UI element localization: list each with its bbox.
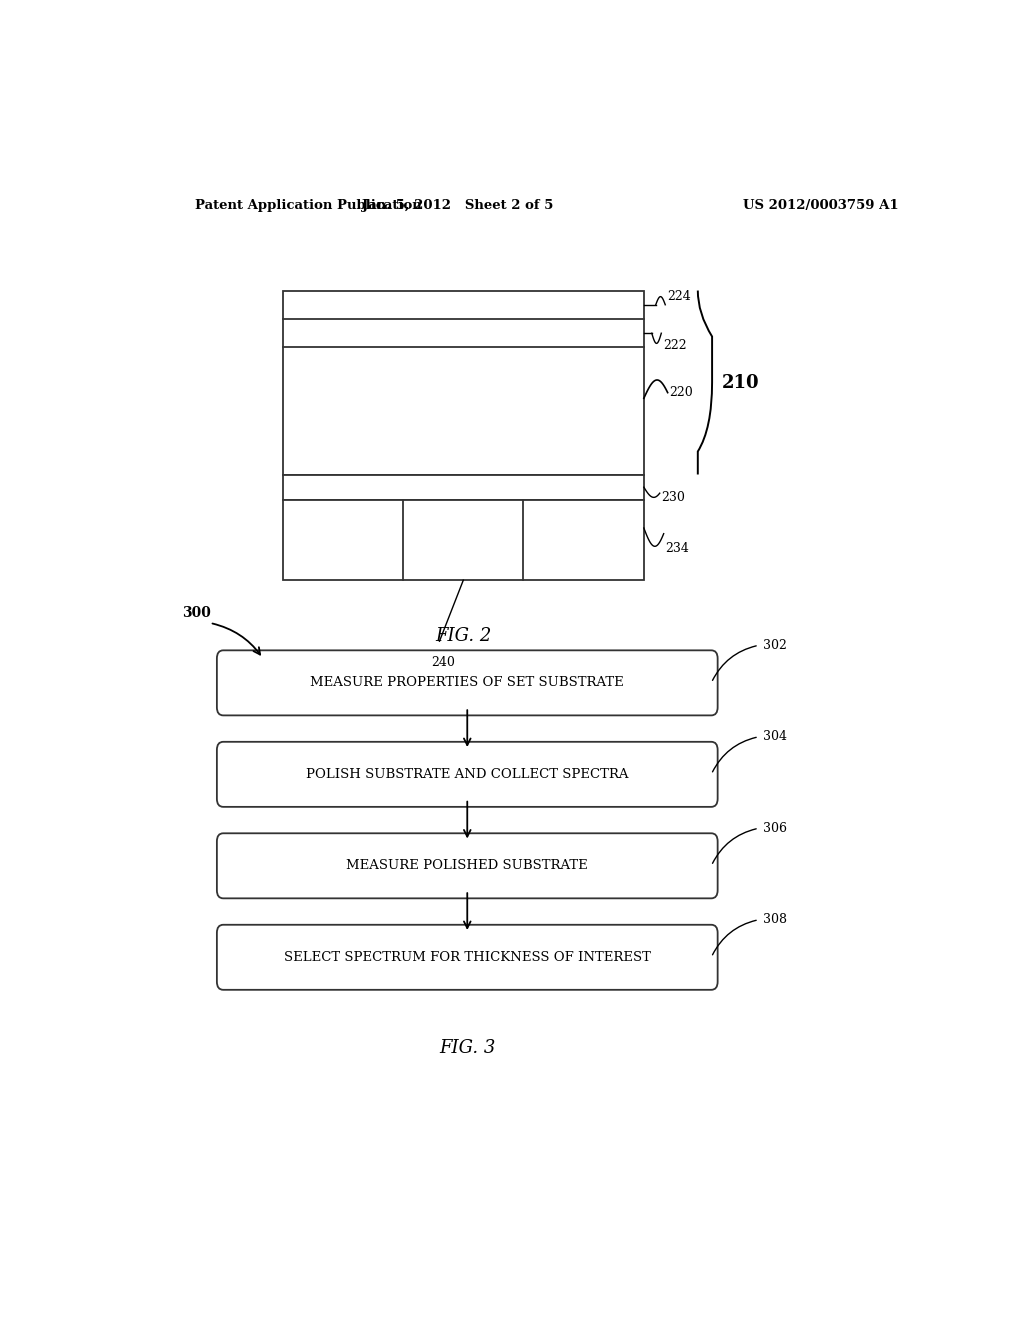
Text: MEASURE PROPERTIES OF SET SUBSTRATE: MEASURE PROPERTIES OF SET SUBSTRATE [310, 676, 625, 689]
Text: 306: 306 [763, 822, 786, 834]
Text: 230: 230 [662, 491, 685, 504]
Text: 308: 308 [763, 913, 786, 927]
Bar [283, 290, 644, 474]
Text: US 2012/0003759 A1: US 2012/0003759 A1 [743, 199, 899, 213]
FancyBboxPatch shape [217, 925, 718, 990]
Text: POLISH SUBSTRATE AND COLLECT SPECTRA: POLISH SUBSTRATE AND COLLECT SPECTRA [306, 768, 629, 781]
Text: SELECT SPECTRUM FOR THICKNESS OF INTEREST: SELECT SPECTRUM FOR THICKNESS OF INTERES… [284, 950, 650, 964]
Text: Jan. 5, 2012   Sheet 2 of 5: Jan. 5, 2012 Sheet 2 of 5 [361, 199, 553, 213]
Text: 300: 300 [182, 606, 211, 619]
Text: 210: 210 [722, 374, 759, 392]
Text: 234: 234 [666, 541, 689, 554]
Text: MEASURE POLISHED SUBSTRATE: MEASURE POLISHED SUBSTRATE [346, 859, 588, 873]
FancyBboxPatch shape [217, 651, 718, 715]
Text: FIG. 3: FIG. 3 [439, 1039, 496, 1057]
Text: 220: 220 [670, 385, 693, 399]
Text: 240: 240 [431, 656, 456, 669]
FancyBboxPatch shape [217, 833, 718, 899]
Text: 222: 222 [664, 339, 687, 352]
Bar [283, 474, 644, 500]
Text: FIG. 2: FIG. 2 [435, 627, 492, 645]
Bar [283, 500, 644, 581]
FancyBboxPatch shape [217, 742, 718, 807]
Text: 304: 304 [763, 730, 786, 743]
Text: Patent Application Publication: Patent Application Publication [196, 199, 422, 213]
Text: 224: 224 [668, 290, 691, 304]
Text: 302: 302 [763, 639, 786, 652]
